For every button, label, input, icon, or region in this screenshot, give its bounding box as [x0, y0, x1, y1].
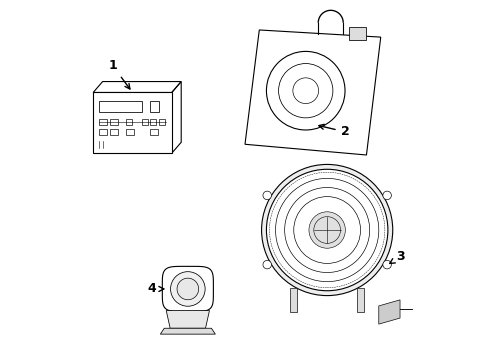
Text: 3: 3: [390, 250, 405, 264]
Text: 1: 1: [108, 59, 130, 89]
Polygon shape: [166, 311, 209, 328]
Circle shape: [267, 169, 388, 291]
Text: 2: 2: [319, 124, 349, 138]
Circle shape: [309, 212, 345, 248]
Polygon shape: [93, 93, 172, 153]
Circle shape: [171, 272, 205, 306]
Text: 4: 4: [148, 283, 164, 296]
Polygon shape: [160, 328, 215, 334]
Polygon shape: [357, 288, 364, 312]
Polygon shape: [245, 30, 381, 155]
Circle shape: [263, 191, 271, 200]
Circle shape: [262, 165, 393, 296]
Circle shape: [263, 260, 271, 269]
Polygon shape: [290, 288, 297, 312]
Circle shape: [177, 278, 198, 300]
Polygon shape: [379, 300, 400, 324]
Circle shape: [314, 217, 341, 243]
Circle shape: [383, 260, 392, 269]
Circle shape: [383, 191, 392, 200]
Polygon shape: [348, 27, 367, 40]
Polygon shape: [162, 266, 213, 311]
Circle shape: [310, 213, 344, 247]
